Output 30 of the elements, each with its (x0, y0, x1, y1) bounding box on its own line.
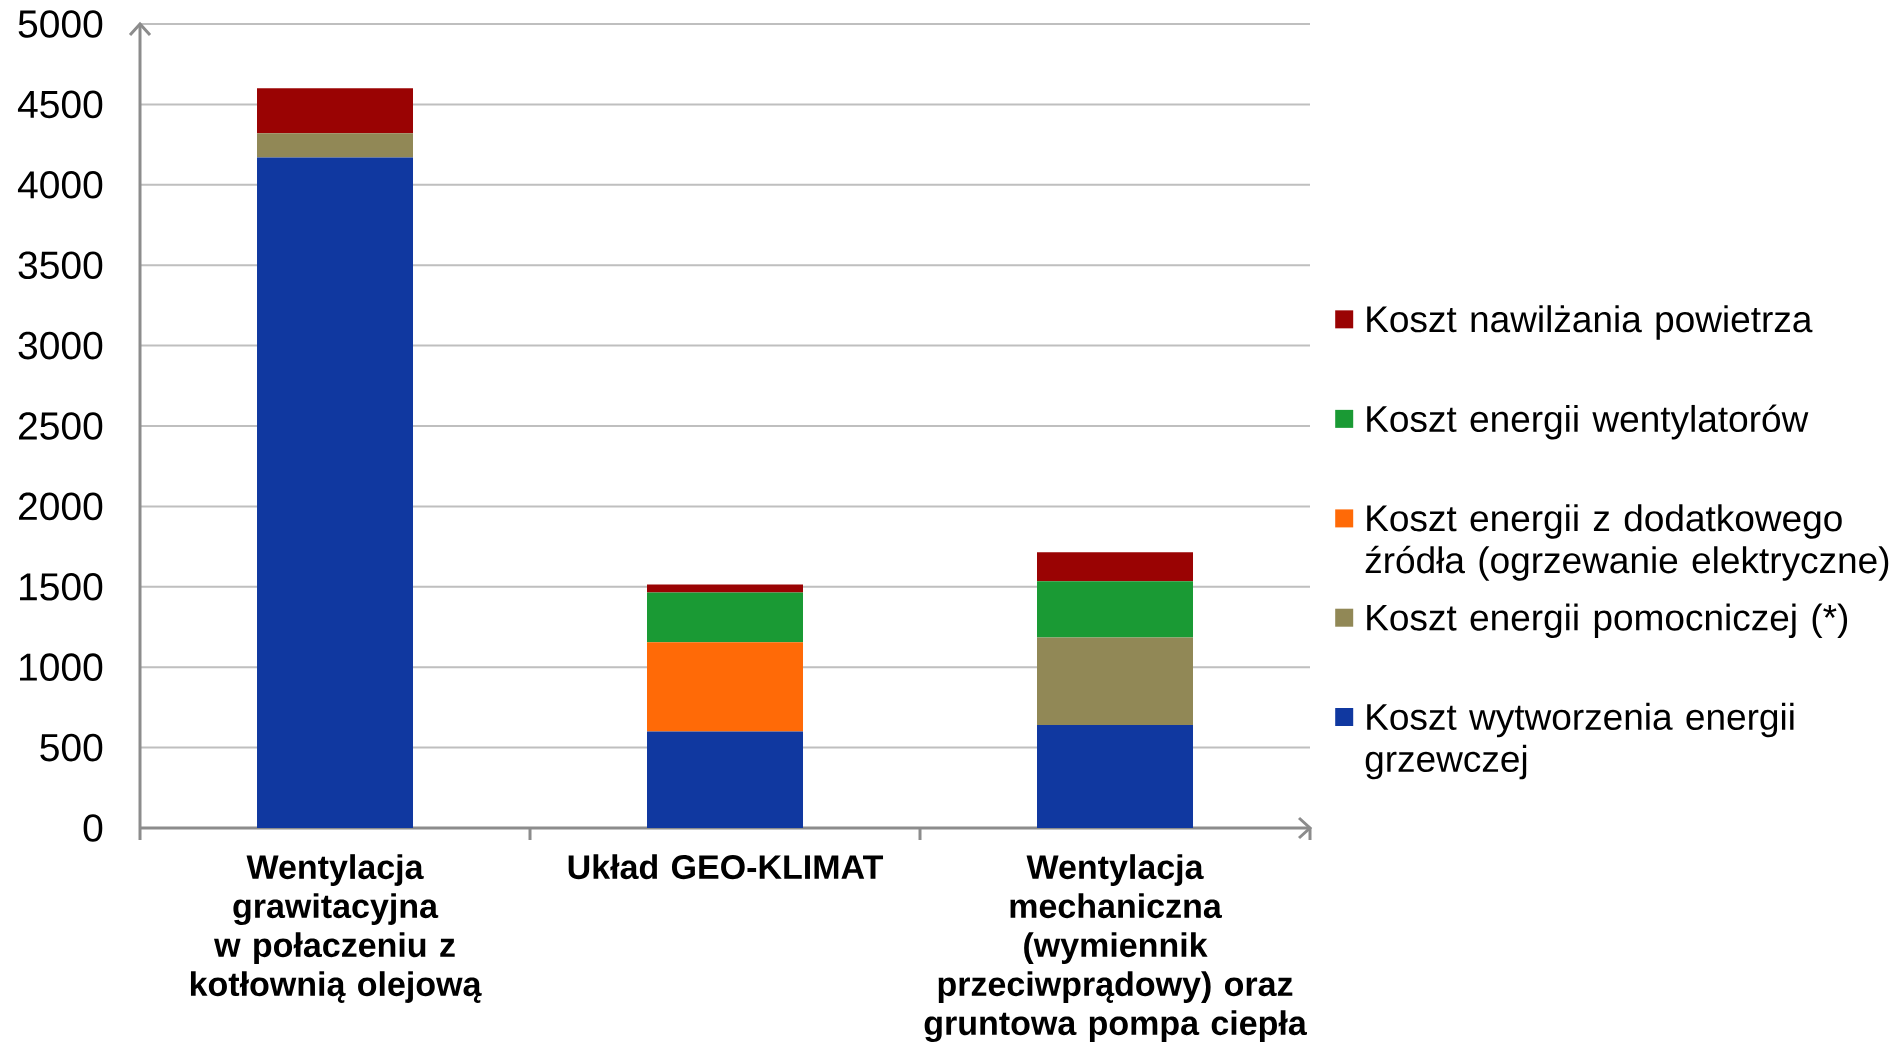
bar (1037, 581, 1194, 638)
legend-label: Koszt wytworzenia energii grzewczej (1365, 702, 1794, 780)
x-tick-label: Wentylacja grawitacyjna w połaczeniu z kotłownią olejową (190, 854, 482, 1003)
y-tick-label: 3500 (18, 251, 103, 279)
y-tick-label: 1000 (20, 653, 103, 681)
y-tick-label: 5000 (18, 10, 103, 38)
y-tick-label: 1500 (20, 572, 103, 601)
legend-label: Koszt nawilżania powietrza (1367, 305, 1813, 340)
bar (647, 731, 803, 828)
y-tick-label: 4500 (17, 90, 103, 119)
bar (647, 592, 803, 643)
bar (257, 88, 414, 134)
legend-label: Koszt energii z dodatkowego źródła (ogrzewanie elektryczne) (1365, 504, 1889, 581)
bar (1037, 637, 1194, 726)
legend-label: Koszt energii pomocniczej (*) (1367, 603, 1848, 639)
y-tick-label: 4000 (17, 170, 103, 199)
bar (257, 157, 414, 828)
bar (257, 133, 414, 158)
bar (1037, 552, 1194, 582)
bar (647, 584, 803, 593)
y-tick-label: 2500 (19, 412, 103, 440)
y-tick-label: 3000 (18, 331, 103, 360)
bar (647, 642, 803, 732)
bar (1037, 725, 1194, 828)
x-tick-label: Wentylacja mechaniczna (wymiennik przeciwprądowy) oraz gruntowa pompa ciepła (924, 854, 1307, 1043)
x-tick-label: Układ GEO-KLIMAT (568, 854, 884, 880)
y-tick-label: 0 (83, 814, 103, 842)
y-tick-label: 500 (40, 733, 103, 762)
legend-label: Koszt energii wentylatorów (1367, 404, 1809, 440)
y-tick-label: 2000 (19, 492, 103, 521)
